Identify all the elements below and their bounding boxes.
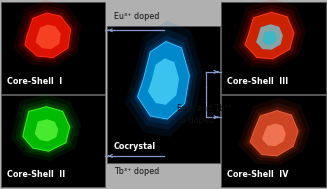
Polygon shape [238,98,310,166]
Polygon shape [134,35,193,125]
Polygon shape [250,111,298,156]
Polygon shape [244,11,295,60]
Text: Tb³⁺ doped: Tb³⁺ doped [114,167,159,176]
Text: Cocrystal: Cocrystal [114,142,156,151]
Polygon shape [138,42,189,119]
Polygon shape [35,119,58,142]
Polygon shape [11,94,81,161]
FancyBboxPatch shape [221,95,326,187]
Text: Core-Shell  III: Core-Shell III [227,77,289,86]
Polygon shape [238,4,301,65]
Polygon shape [18,5,77,63]
FancyBboxPatch shape [221,2,326,94]
Polygon shape [243,103,305,162]
Polygon shape [19,103,73,154]
Polygon shape [241,8,298,62]
Polygon shape [25,13,71,58]
Polygon shape [245,12,294,59]
Polygon shape [262,31,277,45]
Polygon shape [130,29,197,130]
Polygon shape [13,0,82,67]
Polygon shape [136,40,191,121]
Polygon shape [125,21,202,137]
Polygon shape [23,107,70,151]
Text: Eu³⁺ and Tb³⁺
co-doped: Eu³⁺ and Tb³⁺ co-doped [177,104,232,125]
Polygon shape [16,99,77,157]
Text: Core-Shell  I: Core-Shell I [7,77,62,86]
Text: Core-Shell  IV: Core-Shell IV [227,170,289,179]
Polygon shape [22,105,71,152]
Polygon shape [249,109,299,157]
Text: Eu³⁺ doped: Eu³⁺ doped [114,12,159,21]
Text: Core-Shell  II: Core-Shell II [7,170,65,179]
Polygon shape [36,25,61,49]
FancyBboxPatch shape [107,26,220,163]
Polygon shape [247,107,302,159]
FancyBboxPatch shape [1,2,105,94]
Polygon shape [233,0,306,69]
Polygon shape [24,12,72,59]
FancyBboxPatch shape [1,95,105,187]
Polygon shape [148,58,179,105]
Polygon shape [262,124,286,146]
Polygon shape [256,24,283,50]
Polygon shape [21,9,74,60]
